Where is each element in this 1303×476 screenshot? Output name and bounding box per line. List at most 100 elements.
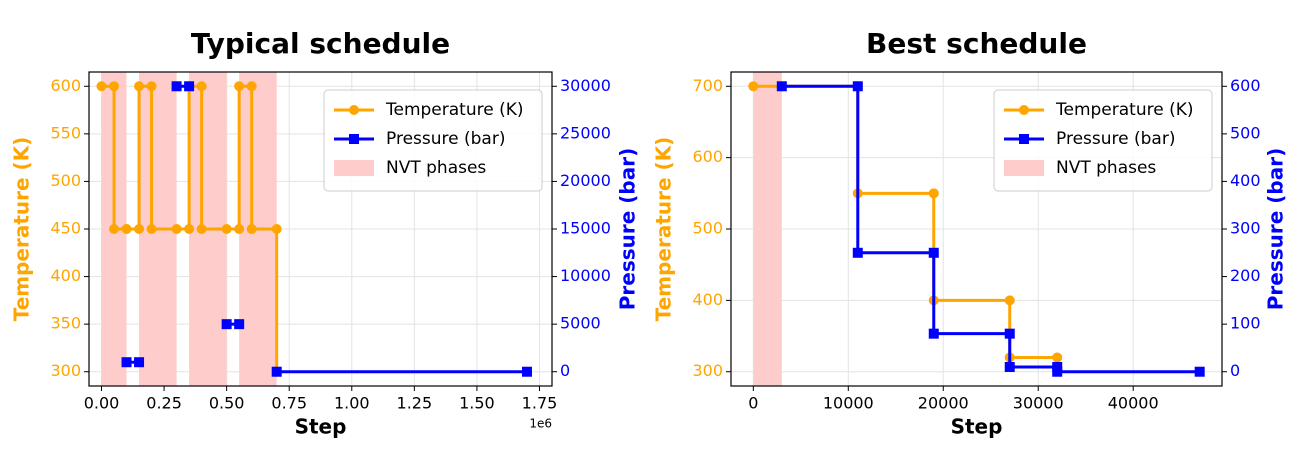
y-tick-label: 700 [692, 76, 723, 95]
marker [196, 224, 207, 234]
x-tick-label: 0.75 [271, 394, 307, 413]
marker [928, 247, 939, 258]
x-tick-label: 1.50 [459, 394, 495, 413]
y-tick-label: 500 [692, 219, 723, 238]
marker [96, 81, 107, 92]
y2-tick-label: 5000 [560, 314, 601, 333]
marker [928, 328, 939, 339]
y2-tick-label: 200 [1230, 266, 1261, 285]
nvt-span [753, 72, 782, 386]
x-tick-label: 1.75 [522, 394, 558, 413]
y2-tick-label: 20000 [560, 171, 611, 190]
marker [852, 247, 863, 258]
y-tick-label: 450 [50, 219, 81, 238]
x-axis-label: Step [951, 415, 1003, 439]
marker [234, 319, 245, 330]
marker [1052, 366, 1063, 377]
marker [171, 81, 182, 92]
y-tick-label: 400 [50, 266, 81, 285]
legend-label: Temperature (K) [1055, 100, 1194, 120]
y2-tick-label: 0 [1230, 361, 1240, 380]
y2-tick-label: 500 [1230, 123, 1261, 142]
marker [171, 224, 182, 234]
marker [928, 188, 939, 199]
y2-tick-label: 15000 [560, 219, 611, 238]
plot: 0.00 0.25 0.50 0.75 1.00 1.25 1.50 1.75 300 350 40… [10, 27, 640, 439]
chart-title: Best schedule [866, 27, 1087, 60]
plot: 0 10000 20000 30000 40000 300 400 500 600 700 0 100… [652, 27, 1288, 439]
legend-swatch [1004, 160, 1044, 176]
y2-tick-label: 30000 [560, 76, 611, 95]
legend-marker [349, 105, 359, 115]
marker [271, 366, 282, 377]
legend-swatch [334, 160, 374, 176]
marker [1004, 361, 1015, 372]
legend: Temperature (K) Pressure (bar) NVT phases [993, 89, 1213, 192]
marker [109, 81, 120, 92]
marker [521, 366, 532, 377]
y2-tick-label: 10000 [560, 266, 611, 285]
x-tick-label: 0.25 [146, 394, 182, 413]
y-tick-label: 600 [50, 76, 81, 95]
marker [246, 224, 257, 234]
y-tick-label: 300 [50, 361, 81, 380]
marker [234, 224, 245, 234]
y2-axis-label: Pressure (bar) [616, 148, 640, 310]
x-tick-label: 1.25 [397, 394, 433, 413]
legend-label: Temperature (K) [385, 100, 524, 120]
marker [1004, 328, 1015, 339]
marker [221, 319, 232, 330]
y2-tick-label: 0 [560, 361, 570, 380]
y2-axis-label: Pressure (bar) [1264, 148, 1288, 310]
chart-title: Typical schedule [191, 27, 450, 60]
y-axis-label: Temperature (K) [10, 137, 34, 322]
y-tick-label: 500 [50, 171, 81, 190]
y2-tick-label: 400 [1230, 171, 1261, 190]
x-tick-label: 40000 [1108, 394, 1159, 413]
marker [852, 81, 863, 92]
marker [1052, 352, 1063, 363]
x-tick-label: 30000 [1013, 394, 1064, 413]
legend-label: NVT phases [386, 158, 486, 178]
x-axis-label: Step [295, 415, 347, 439]
marker [184, 224, 195, 234]
x-tick-label: 10000 [823, 394, 874, 413]
y-tick-label: 600 [692, 147, 723, 166]
marker [271, 224, 282, 234]
y-axis-label: Temperature (K) [652, 137, 676, 322]
y-tick-label: 300 [692, 361, 723, 380]
legend-label: Pressure (bar) [386, 129, 505, 149]
marker [748, 81, 759, 92]
legend-marker [1019, 134, 1029, 144]
y2-tick-label: 600 [1230, 76, 1261, 95]
x-offset-label: 1e6 [529, 417, 552, 431]
marker [221, 224, 232, 234]
marker [146, 224, 157, 234]
marker [134, 224, 145, 234]
marker [184, 81, 195, 92]
legend-label: NVT phases [1056, 158, 1156, 178]
marker [1004, 295, 1015, 306]
marker [1194, 366, 1205, 377]
marker [121, 224, 132, 234]
legend-marker [1019, 105, 1029, 115]
x-tick-label: 0 [748, 394, 758, 413]
marker [109, 224, 120, 234]
marker [146, 81, 157, 92]
y-tick-label: 400 [692, 290, 723, 309]
marker [134, 81, 145, 92]
legend-box [993, 89, 1213, 192]
y2-tick-label: 100 [1230, 314, 1261, 333]
y-tick-label: 350 [50, 314, 81, 333]
y2-tick-label: 300 [1230, 219, 1261, 238]
y-tick-label: 550 [50, 123, 81, 142]
legend-label: Pressure (bar) [1056, 129, 1175, 149]
x-tick-label: 0.50 [209, 394, 245, 413]
legend: Temperature (K) Pressure (bar) NVT phases [323, 89, 543, 192]
x-tick-label: 1.00 [334, 394, 370, 413]
marker [776, 81, 787, 92]
legend-box [323, 89, 543, 192]
y2-tick-label: 25000 [560, 123, 611, 142]
marker [234, 81, 245, 92]
